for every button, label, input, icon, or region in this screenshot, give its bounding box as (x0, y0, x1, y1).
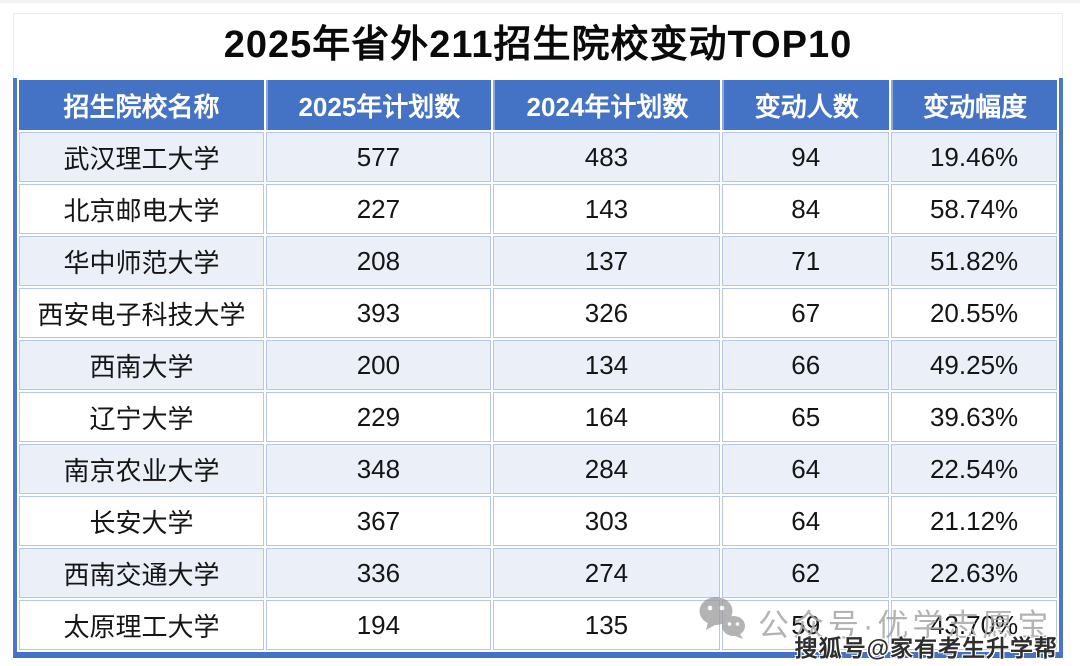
cell-change-rate: 43.70% (891, 600, 1057, 650)
cell-change-rate: 39.63% (891, 392, 1057, 442)
cell-change-num: 67 (722, 288, 890, 338)
cell-plan-2025: 367 (266, 496, 491, 546)
cell-change-num: 65 (722, 392, 890, 442)
table-header-row: 招生院校名称 2025年计划数 2024年计划数 变动人数 变动幅度 (19, 80, 1057, 130)
cell-change-rate: 21.12% (891, 496, 1057, 546)
cell-school-name: 华中师范大学 (19, 236, 265, 286)
cell-plan-2025: 194 (266, 600, 491, 650)
cell-change-rate: 58.74% (891, 184, 1057, 234)
column-header-plan-2025: 2025年计划数 (266, 80, 491, 130)
ranking-table: 招生院校名称 2025年计划数 2024年计划数 变动人数 变动幅度 武汉理工大… (17, 78, 1059, 652)
cell-plan-2024: 303 (492, 496, 721, 546)
cell-school-name: 西安电子科技大学 (19, 288, 265, 338)
cell-plan-2025: 200 (266, 340, 491, 390)
cell-change-num: 66 (722, 340, 890, 390)
cell-change-rate: 51.82% (891, 236, 1057, 286)
cell-plan-2024: 164 (492, 392, 721, 442)
cell-plan-2025: 393 (266, 288, 491, 338)
table-row: 西南大学 200 134 66 49.25% (19, 340, 1057, 390)
ranking-table-card: 2025年省外211招生院校变动TOP10 招生院校名称 2025年计划数 20… (13, 13, 1063, 658)
cell-plan-2024: 274 (492, 548, 721, 598)
cell-change-rate: 22.63% (891, 548, 1057, 598)
cell-school-name: 南京农业大学 (19, 444, 265, 494)
cell-change-num: 64 (722, 444, 890, 494)
cell-plan-2024: 483 (492, 132, 721, 182)
table-row: 太原理工大学 194 135 59 43.70% (19, 600, 1057, 650)
cell-plan-2024: 135 (492, 600, 721, 650)
cell-change-num: 62 (722, 548, 890, 598)
table-row: 武汉理工大学 577 483 94 19.46% (19, 132, 1057, 182)
cell-plan-2024: 134 (492, 340, 721, 390)
table-row: 西南交通大学 336 274 62 22.63% (19, 548, 1057, 598)
cell-change-rate: 49.25% (891, 340, 1057, 390)
cell-plan-2025: 208 (266, 236, 491, 286)
cell-plan-2025: 348 (266, 444, 491, 494)
cell-plan-2024: 137 (492, 236, 721, 286)
cell-school-name: 西南大学 (19, 340, 265, 390)
cell-plan-2024: 284 (492, 444, 721, 494)
cell-change-num: 64 (722, 496, 890, 546)
page-title: 2025年省外211招生院校变动TOP10 (13, 13, 1063, 78)
column-header-plan-2024: 2024年计划数 (492, 80, 721, 130)
column-header-change-num: 变动人数 (722, 80, 890, 130)
cell-plan-2024: 326 (492, 288, 721, 338)
table-row: 西安电子科技大学 393 326 67 20.55% (19, 288, 1057, 338)
cell-change-num: 84 (722, 184, 890, 234)
cell-plan-2024: 143 (492, 184, 721, 234)
cell-school-name: 北京邮电大学 (19, 184, 265, 234)
table-row: 长安大学 367 303 64 21.12% (19, 496, 1057, 546)
cell-school-name: 武汉理工大学 (19, 132, 265, 182)
table-outer-border: 招生院校名称 2025年计划数 2024年计划数 变动人数 变动幅度 武汉理工大… (13, 78, 1063, 658)
cell-change-rate: 22.54% (891, 444, 1057, 494)
table-row: 北京邮电大学 227 143 84 58.74% (19, 184, 1057, 234)
cell-school-name: 太原理工大学 (19, 600, 265, 650)
cell-change-rate: 20.55% (891, 288, 1057, 338)
table-row: 南京农业大学 348 284 64 22.54% (19, 444, 1057, 494)
cell-plan-2025: 229 (266, 392, 491, 442)
table-row: 华中师范大学 208 137 71 51.82% (19, 236, 1057, 286)
top-edge-strip (0, 0, 1080, 3)
cell-school-name: 辽宁大学 (19, 392, 265, 442)
cell-change-num: 94 (722, 132, 890, 182)
cell-plan-2025: 336 (266, 548, 491, 598)
table-row: 辽宁大学 229 164 65 39.63% (19, 392, 1057, 442)
cell-change-num: 71 (722, 236, 890, 286)
cell-plan-2025: 577 (266, 132, 491, 182)
table-body: 武汉理工大学 577 483 94 19.46% 北京邮电大学 227 143 … (19, 132, 1057, 650)
column-header-school: 招生院校名称 (19, 80, 265, 130)
cell-plan-2025: 227 (266, 184, 491, 234)
cell-change-rate: 19.46% (891, 132, 1057, 182)
column-header-change-rate: 变动幅度 (891, 80, 1057, 130)
cell-school-name: 长安大学 (19, 496, 265, 546)
cell-change-num: 59 (722, 600, 890, 650)
cell-school-name: 西南交通大学 (19, 548, 265, 598)
